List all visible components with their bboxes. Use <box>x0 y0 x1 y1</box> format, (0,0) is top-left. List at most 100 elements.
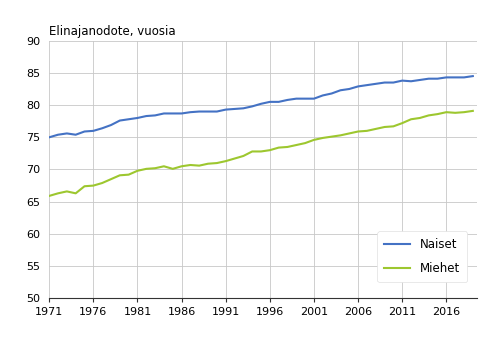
Miehet <box>346 132 352 136</box>
Miehet <box>170 167 176 171</box>
Naiset <box>91 129 96 133</box>
Naiset <box>170 112 176 116</box>
Miehet <box>108 177 114 181</box>
Naiset <box>143 114 149 118</box>
Naiset <box>117 119 123 123</box>
Miehet <box>241 154 246 158</box>
Miehet <box>161 164 167 168</box>
Naiset <box>152 113 158 117</box>
Naiset <box>391 80 397 84</box>
Naiset <box>320 93 326 97</box>
Miehet <box>426 113 431 117</box>
Miehet <box>179 164 184 168</box>
Miehet <box>276 145 281 149</box>
Naiset <box>73 133 79 137</box>
Miehet <box>364 129 370 133</box>
Miehet <box>461 110 467 114</box>
Text: Elinajanodote, vuosia: Elinajanodote, vuosia <box>49 25 176 38</box>
Miehet <box>434 112 440 116</box>
Miehet <box>223 159 229 163</box>
Naiset <box>426 77 431 81</box>
Line: Miehet: Miehet <box>49 111 473 196</box>
Naiset <box>134 116 140 120</box>
Naiset <box>470 74 476 78</box>
Miehet <box>152 166 158 170</box>
Naiset <box>338 88 343 92</box>
Miehet <box>55 191 61 195</box>
Legend: Naiset, Miehet: Naiset, Miehet <box>377 231 467 282</box>
Naiset <box>82 129 88 134</box>
Naiset <box>329 92 335 96</box>
Naiset <box>434 77 440 81</box>
Naiset <box>293 97 299 101</box>
Miehet <box>338 133 343 137</box>
Naiset <box>364 83 370 87</box>
Miehet <box>391 124 397 128</box>
Miehet <box>311 138 317 142</box>
Naiset <box>346 87 352 91</box>
Naiset <box>46 135 52 139</box>
Naiset <box>232 107 238 111</box>
Miehet <box>258 149 264 154</box>
Miehet <box>249 149 255 154</box>
Miehet <box>417 116 423 120</box>
Miehet <box>302 141 308 145</box>
Naiset <box>241 106 246 111</box>
Naiset <box>64 132 70 136</box>
Miehet <box>91 183 96 187</box>
Miehet <box>134 169 140 173</box>
Miehet <box>382 125 388 129</box>
Naiset <box>452 75 458 79</box>
Naiset <box>55 133 61 137</box>
Naiset <box>373 82 379 86</box>
Naiset <box>417 78 423 82</box>
Miehet <box>452 111 458 115</box>
Naiset <box>125 117 131 121</box>
Miehet <box>293 143 299 147</box>
Naiset <box>302 97 308 101</box>
Miehet <box>73 191 79 195</box>
Naiset <box>187 110 193 114</box>
Naiset <box>161 112 167 116</box>
Miehet <box>355 129 361 134</box>
Miehet <box>46 194 52 198</box>
Naiset <box>99 126 105 130</box>
Naiset <box>284 98 290 102</box>
Miehet <box>320 136 326 140</box>
Naiset <box>382 80 388 84</box>
Naiset <box>276 100 281 104</box>
Miehet <box>267 148 273 152</box>
Naiset <box>214 109 220 114</box>
Miehet <box>470 109 476 113</box>
Miehet <box>196 164 202 168</box>
Naiset <box>179 112 184 116</box>
Miehet <box>443 110 449 114</box>
Naiset <box>355 84 361 88</box>
Naiset <box>258 102 264 106</box>
Miehet <box>373 127 379 131</box>
Miehet <box>400 121 405 125</box>
Miehet <box>187 163 193 167</box>
Miehet <box>232 157 238 161</box>
Naiset <box>443 75 449 79</box>
Naiset <box>461 75 467 79</box>
Miehet <box>64 190 70 194</box>
Miehet <box>143 167 149 171</box>
Miehet <box>205 162 211 166</box>
Naiset <box>267 100 273 104</box>
Naiset <box>249 104 255 108</box>
Naiset <box>400 79 405 83</box>
Miehet <box>214 161 220 165</box>
Naiset <box>108 123 114 127</box>
Naiset <box>196 109 202 114</box>
Naiset <box>223 107 229 112</box>
Miehet <box>408 117 414 121</box>
Naiset <box>311 97 317 101</box>
Naiset <box>205 109 211 114</box>
Line: Naiset: Naiset <box>49 76 473 137</box>
Miehet <box>125 173 131 177</box>
Naiset <box>408 79 414 83</box>
Miehet <box>99 181 105 185</box>
Miehet <box>329 135 335 139</box>
Miehet <box>82 184 88 188</box>
